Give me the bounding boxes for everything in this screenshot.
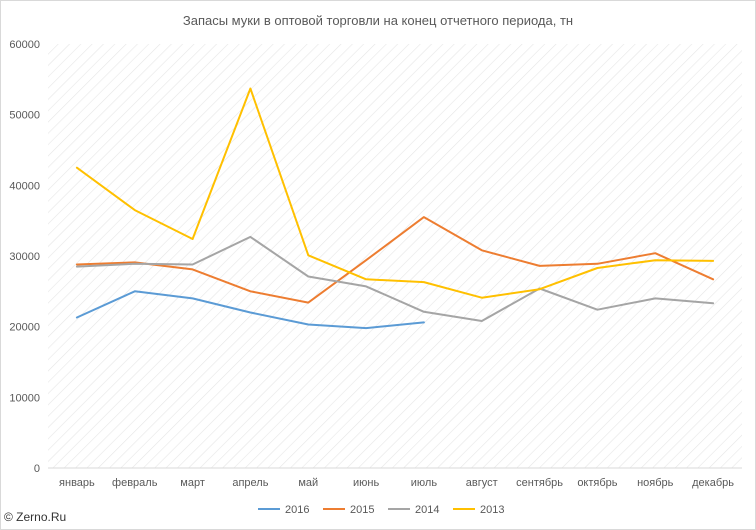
- x-tick-label: апрель: [232, 477, 268, 489]
- y-tick-label: 50000: [9, 110, 40, 122]
- x-tick-label: июнь: [353, 477, 379, 489]
- x-tick-label: февраль: [112, 477, 158, 489]
- y-tick-label: 10000: [9, 392, 40, 404]
- x-tick-label: январь: [59, 477, 95, 489]
- series-lines: [75, 87, 715, 330]
- watermark-text: © Zerno.Ru: [4, 510, 67, 524]
- y-tick-label: 30000: [9, 251, 40, 263]
- series-line-2014: [75, 235, 715, 322]
- legend-label: 2013: [480, 504, 504, 516]
- legend-label: 2015: [350, 504, 374, 516]
- plot-background: [48, 44, 742, 468]
- x-tick-label: август: [466, 477, 498, 489]
- x-axis: январь февраль март апрель май июнь июль август…: [48, 467, 742, 489]
- series-line-2015: [75, 216, 715, 304]
- y-tick-label: 40000: [9, 180, 40, 192]
- y-axis: 0 10000 20000 30000 40000 50000 60000: [9, 39, 40, 475]
- x-tick-label: ноябрь: [637, 477, 674, 489]
- x-tick-label: декабрь: [692, 477, 734, 489]
- x-tick-label: сентябрь: [516, 477, 563, 489]
- series-line-2016: [75, 290, 425, 330]
- x-tick-label: май: [298, 477, 318, 489]
- x-tick-label: июль: [411, 477, 438, 489]
- y-tick-label: 60000: [9, 39, 40, 51]
- chart-title: Запасы муки в оптовой торговли на конец …: [183, 13, 573, 28]
- x-tick-label: октябрь: [577, 477, 617, 489]
- legend-label: 2016: [285, 504, 309, 516]
- y-tick-label: 20000: [9, 322, 40, 334]
- x-tick-label: март: [180, 477, 205, 489]
- legend-label: 2014: [415, 504, 439, 516]
- legend: 2016 2015 2014 2013: [258, 504, 504, 516]
- series-line-2013: [75, 87, 715, 299]
- y-tick-label: 0: [34, 463, 40, 475]
